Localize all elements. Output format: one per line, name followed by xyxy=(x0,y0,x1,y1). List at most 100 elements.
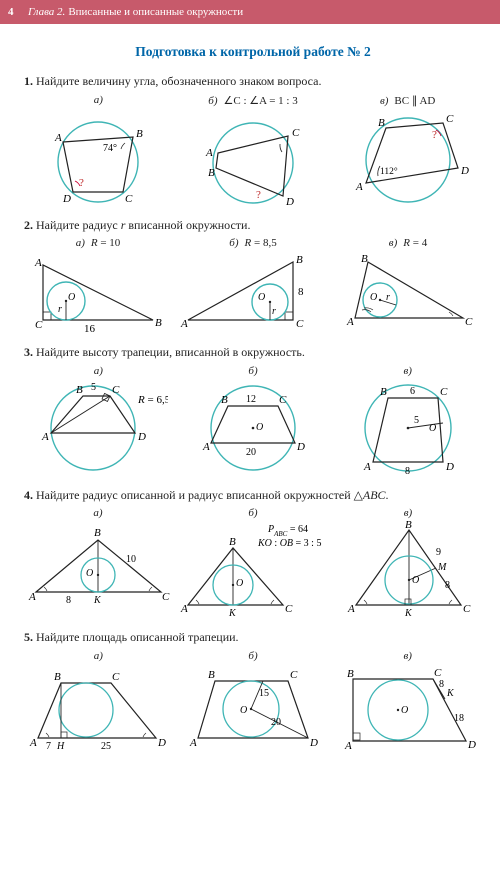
svg-text:A: A xyxy=(29,737,37,749)
svg-text:K: K xyxy=(446,688,455,699)
svg-text:D: D xyxy=(157,737,166,749)
svg-text:K: K xyxy=(404,608,413,619)
svg-text:A: A xyxy=(41,431,49,443)
svg-text:B: B xyxy=(221,394,228,406)
svg-text:D: D xyxy=(137,431,146,443)
svg-text:A: A xyxy=(346,316,354,328)
figure-1a: а) A B C D 74° ? xyxy=(24,94,173,208)
svg-text:KO : OB = 3 : 5: KO : OB = 3 : 5 xyxy=(257,538,321,549)
svg-text:O: O xyxy=(256,422,263,433)
figure-4c: в) A B C O M K 9 8 xyxy=(334,507,482,620)
svg-text:112°: 112° xyxy=(380,166,398,177)
figure-3a: а) A B C D 5 R = 6,5 xyxy=(24,365,173,478)
svg-text:18: 18 xyxy=(454,713,464,724)
svg-text:PABC = 64: PABC = 64 xyxy=(267,524,308,538)
figure-5b: б) A B C D O 15 20 xyxy=(179,650,328,753)
svg-text:D: D xyxy=(296,441,305,453)
svg-text:O: O xyxy=(401,705,408,716)
svg-text:B: B xyxy=(380,386,387,398)
figure-3c: в) A B C D O 6 5 8 xyxy=(333,365,482,478)
svg-text:D: D xyxy=(309,737,318,749)
svg-text:9: 9 xyxy=(436,547,441,558)
task-1: 1. Найдите величину угла, обозначенного … xyxy=(24,74,482,208)
svg-text:C: C xyxy=(440,386,448,398)
task-5: 5. Найдите площадь описанной трапеции. а… xyxy=(24,630,482,753)
task-3: 3. Найдите высоту трапеции, вписанной в … xyxy=(24,345,482,478)
figure-5a: а) A B C D H 7 25 xyxy=(24,650,173,753)
svg-text:K: K xyxy=(93,595,102,606)
svg-text:A: A xyxy=(355,181,363,193)
svg-text:A: A xyxy=(54,132,62,144)
page-number: 4 xyxy=(8,6,22,18)
svg-text:D: D xyxy=(62,193,71,205)
svg-text:O: O xyxy=(258,292,265,303)
svg-text:C: C xyxy=(290,669,298,681)
figure-4b: б) PABC = 64 KO : OB = 3 : 5 A B C O K xyxy=(178,507,328,620)
svg-text:8: 8 xyxy=(445,580,450,591)
svg-text:8: 8 xyxy=(405,466,410,477)
svg-text:C: C xyxy=(125,193,133,205)
chapter-label: Глава 2. xyxy=(28,6,65,18)
figure-2b: б)R = 8,5 A B C O r 8 xyxy=(178,237,328,335)
page-title: Подготовка к контрольной работе № 2 xyxy=(24,44,482,60)
svg-text:B: B xyxy=(229,536,236,548)
svg-text:15: 15 xyxy=(259,688,269,699)
svg-text:A: A xyxy=(180,318,188,330)
svg-text:K: K xyxy=(228,608,237,619)
svg-text:A: A xyxy=(189,737,197,749)
svg-text:r: r xyxy=(58,304,62,315)
svg-text:B: B xyxy=(208,167,215,179)
svg-text:C: C xyxy=(292,127,300,139)
svg-text:6: 6 xyxy=(410,386,415,397)
svg-text:O: O xyxy=(236,578,243,589)
svg-text:B: B xyxy=(347,668,354,680)
svg-text:D: D xyxy=(460,165,469,177)
svg-text:O: O xyxy=(240,705,247,716)
svg-text:7: 7 xyxy=(46,741,51,752)
svg-text:B: B xyxy=(208,669,215,681)
figure-1b: б)∠C : ∠A = 1 : 3 A B C D ? xyxy=(179,94,328,208)
svg-text:?: ? xyxy=(79,177,84,189)
svg-text:R = 6,5: R = 6,5 xyxy=(137,394,168,406)
svg-text:74°: 74° xyxy=(103,143,117,154)
svg-text:A: A xyxy=(344,740,352,752)
svg-text:A: A xyxy=(34,257,42,269)
figure-5c: в) A B C D O K 8 18 xyxy=(333,650,482,753)
svg-text:O: O xyxy=(412,575,419,586)
svg-text:C: C xyxy=(279,394,287,406)
svg-text:8: 8 xyxy=(439,679,444,690)
svg-text:?: ? xyxy=(432,129,437,141)
svg-text:8: 8 xyxy=(66,595,71,606)
svg-text:25: 25 xyxy=(101,741,111,752)
figure-2a: а)R = 10 A B C O r 16 xyxy=(24,237,172,335)
svg-text:C: C xyxy=(434,667,442,679)
svg-text:16: 16 xyxy=(84,323,96,335)
svg-text:H: H xyxy=(56,741,65,752)
svg-text:O: O xyxy=(370,292,377,303)
svg-text:A: A xyxy=(28,591,36,603)
svg-text:12: 12 xyxy=(246,394,256,405)
svg-text:5: 5 xyxy=(91,382,96,393)
page-header: 4 Глава 2. Вписанные и описанные окружно… xyxy=(0,0,500,24)
svg-text:B: B xyxy=(76,384,83,396)
task-4: 4. Найдите радиус описанной и радиус впи… xyxy=(24,488,482,621)
svg-text:C: C xyxy=(285,603,293,615)
svg-text:B: B xyxy=(405,520,412,531)
svg-text:B: B xyxy=(378,117,385,129)
svg-text:C: C xyxy=(112,384,120,396)
svg-text:C: C xyxy=(112,671,120,683)
chapter-title: Вписанные и описанные окружности xyxy=(68,6,243,18)
svg-text:D: D xyxy=(467,739,476,751)
svg-text:8: 8 xyxy=(298,286,304,298)
svg-text:D: D xyxy=(445,461,454,473)
svg-text:B: B xyxy=(136,128,143,140)
svg-text:A: A xyxy=(180,603,188,615)
svg-text:O: O xyxy=(86,568,93,579)
svg-text:B: B xyxy=(54,671,61,683)
svg-text:C: C xyxy=(463,603,471,615)
svg-text:A: A xyxy=(363,461,371,473)
svg-text:O: O xyxy=(68,292,75,303)
svg-text:r: r xyxy=(386,292,390,303)
svg-text:?: ? xyxy=(256,189,261,201)
svg-text:A: A xyxy=(347,603,355,615)
